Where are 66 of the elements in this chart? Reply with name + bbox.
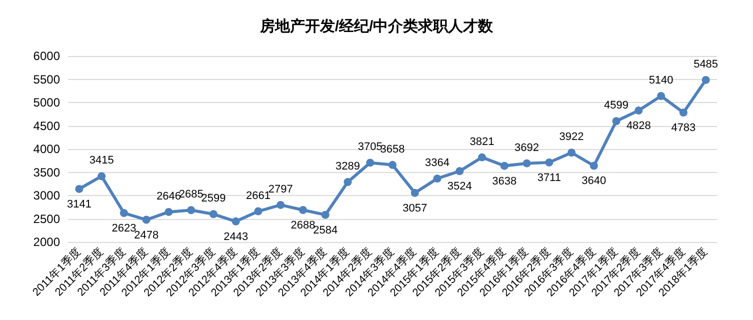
data-label: 5140 xyxy=(648,74,674,86)
y-tick-label: 5500 xyxy=(33,72,60,86)
data-label: 2599 xyxy=(201,192,226,205)
data-label: 2584 xyxy=(313,224,338,236)
y-tick-label: 3500 xyxy=(33,165,60,180)
data-label: 3640 xyxy=(582,175,606,188)
data-label: 4828 xyxy=(626,120,651,132)
point xyxy=(164,208,173,216)
data-label: 3289 xyxy=(336,160,360,173)
data-label: 4783 xyxy=(671,122,696,134)
point xyxy=(568,148,576,157)
point xyxy=(590,162,598,170)
point xyxy=(478,153,486,162)
data-label: 3524 xyxy=(447,180,472,193)
data-label: 5485 xyxy=(694,58,718,70)
y-tick-label: 2000 xyxy=(33,235,60,249)
point xyxy=(232,217,240,226)
data-label: 3638 xyxy=(492,175,517,188)
y-tick-label: 5000 xyxy=(33,96,60,110)
data-label: 3922 xyxy=(559,131,584,144)
data-label: 3692 xyxy=(514,142,540,154)
point xyxy=(456,167,464,176)
data-label: 3057 xyxy=(402,202,428,214)
point xyxy=(120,209,128,218)
point xyxy=(344,178,352,186)
point xyxy=(545,158,554,166)
point xyxy=(209,210,218,218)
point xyxy=(500,162,508,170)
point xyxy=(75,184,84,193)
data-label: 4599 xyxy=(604,100,629,112)
point xyxy=(298,206,307,214)
data-label: 2688 xyxy=(290,220,316,232)
point xyxy=(388,160,396,169)
y-tick-label: 4000 xyxy=(33,142,60,156)
data-label: 3821 xyxy=(470,136,494,148)
data-label: 3141 xyxy=(66,198,92,210)
point xyxy=(187,206,196,214)
data-label: 2478 xyxy=(134,229,159,242)
point xyxy=(612,117,620,126)
point xyxy=(321,210,330,219)
data-label: 2661 xyxy=(246,190,270,202)
data-label: 2797 xyxy=(268,183,293,196)
data-label: 3415 xyxy=(89,154,114,167)
chart-title: 房地产开发/经纪/中介类求职人才数 xyxy=(258,17,494,35)
point xyxy=(679,108,688,117)
y-tick-label: 3000 xyxy=(33,188,60,202)
point xyxy=(98,172,106,180)
data-label: 2443 xyxy=(224,230,248,243)
point xyxy=(657,92,666,100)
data-label: 2646 xyxy=(156,190,181,202)
point xyxy=(276,200,285,209)
point xyxy=(522,159,531,168)
point xyxy=(142,216,150,224)
data-label: 3658 xyxy=(380,143,405,156)
point xyxy=(254,207,262,216)
point xyxy=(366,158,374,167)
y-tick-label: 6000 xyxy=(33,49,60,63)
data-label: 3364 xyxy=(425,157,450,170)
point xyxy=(702,76,710,84)
point xyxy=(433,174,442,183)
data-label: 2623 xyxy=(112,222,136,235)
y-tick-label: 2500 xyxy=(33,212,60,226)
point xyxy=(410,188,419,197)
point xyxy=(634,106,643,114)
data-label: 3711 xyxy=(537,172,561,184)
y-tick-label: 4500 xyxy=(33,118,60,133)
